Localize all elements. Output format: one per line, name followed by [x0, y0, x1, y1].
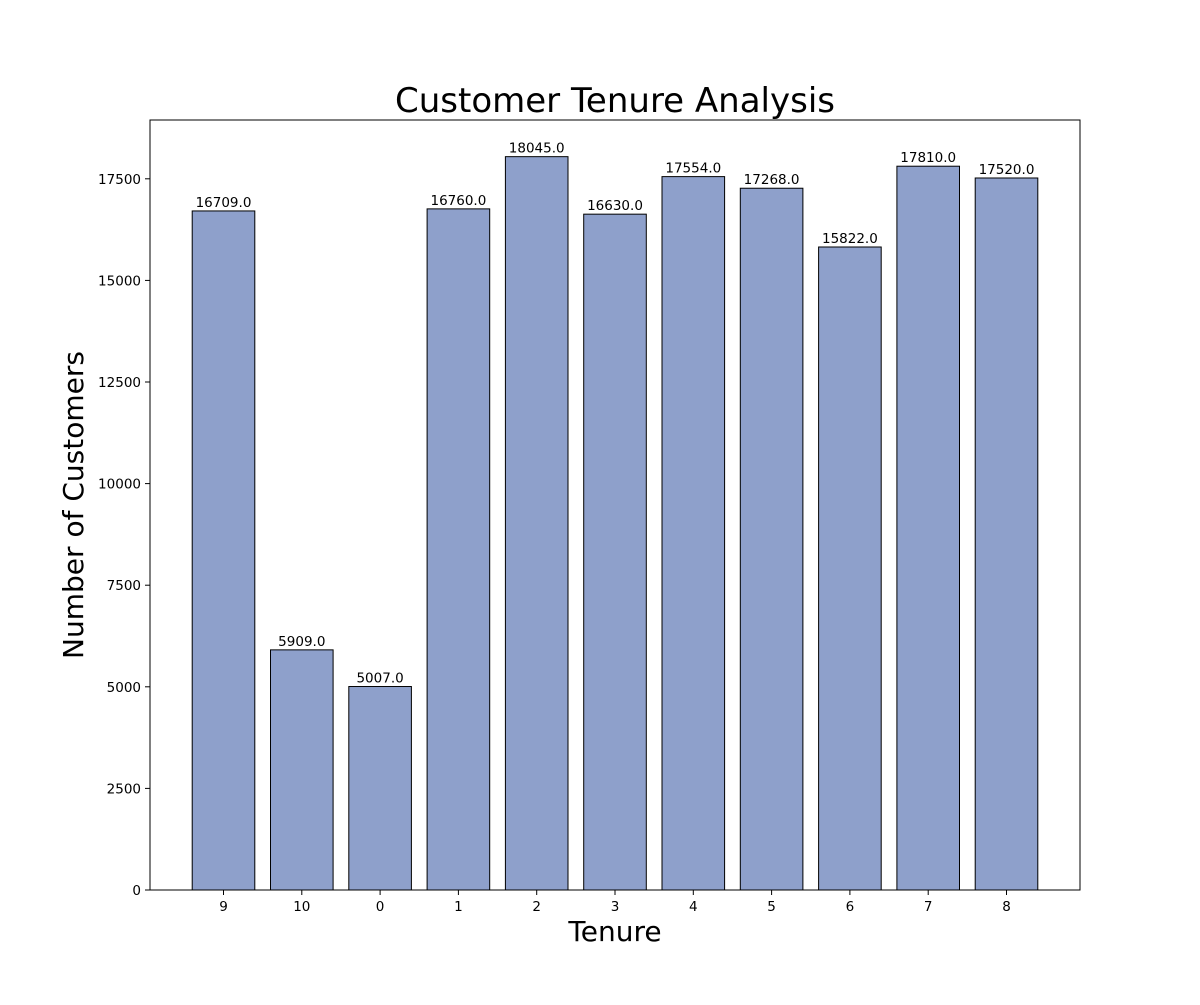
y-tick-label: 5000 [107, 680, 141, 696]
bars-layer [191, 156, 1039, 891]
data-label: 15822.0 [822, 231, 878, 247]
y-tick-label: 2500 [107, 781, 141, 797]
bar-tenure-9 [191, 210, 256, 891]
bar-tenure-0 [348, 686, 412, 891]
bar-tenure-3 [583, 213, 647, 891]
x-tick-label: 0 [376, 899, 385, 915]
y-tick-label: 17500 [98, 172, 141, 188]
x-tick-label: 6 [846, 899, 855, 915]
x-axis: 9 10 0 1 2 3 4 5 6 7 8 [219, 890, 1011, 915]
bar-tenure-8 [974, 177, 1039, 891]
x-tick-label: 8 [1002, 899, 1011, 915]
y-tick-label: 12500 [98, 375, 141, 391]
bar-tenure-10 [270, 649, 334, 891]
bar-tenure-6 [818, 246, 882, 891]
x-tick-label: 7 [924, 899, 933, 915]
data-label: 17268.0 [744, 172, 800, 188]
bar-tenure-4 [661, 176, 726, 891]
bar-tenure-7 [896, 165, 961, 891]
x-tick-label: 9 [219, 899, 228, 915]
bar-tenure-5 [739, 187, 804, 891]
data-label: 5909.0 [278, 634, 325, 650]
data-label: 17810.0 [900, 150, 956, 166]
y-axis: 0 2500 5000 7500 10000 12500 15000 17500 [98, 172, 150, 899]
plot-area-frame [149, 119, 1081, 891]
y-tick-label: 10000 [98, 477, 141, 493]
y-tick-label: 15000 [98, 273, 141, 289]
x-tick-label: 1 [454, 899, 463, 915]
data-label: 17554.0 [665, 161, 721, 177]
data-label: 18045.0 [509, 141, 565, 157]
data-label: 16630.0 [587, 198, 643, 214]
x-tick-label: 4 [689, 899, 698, 915]
data-label: 17520.0 [979, 162, 1035, 178]
y-tick-label: 7500 [107, 578, 141, 594]
x-tick-label: 2 [532, 899, 541, 915]
bar-tenure-2 [504, 156, 569, 891]
x-tick-label: 3 [611, 899, 620, 915]
data-label: 16760.0 [430, 193, 486, 209]
chart-title: Customer Tenure Analysis [395, 81, 835, 121]
bar-tenure-1 [426, 208, 491, 891]
x-tick-label: 5 [767, 899, 776, 915]
data-label: 5007.0 [356, 671, 403, 687]
x-tick-label: 10 [293, 899, 310, 915]
x-axis-label: Tenure [567, 915, 661, 948]
y-tick-label: 0 [132, 883, 141, 899]
y-axis-label: Number of Customers [57, 351, 90, 659]
data-label: 16709.0 [196, 195, 252, 211]
data-labels-layer: 16709.0 5909.0 5007.0 16760.0 18045.0 16630.0… [196, 141, 1035, 687]
